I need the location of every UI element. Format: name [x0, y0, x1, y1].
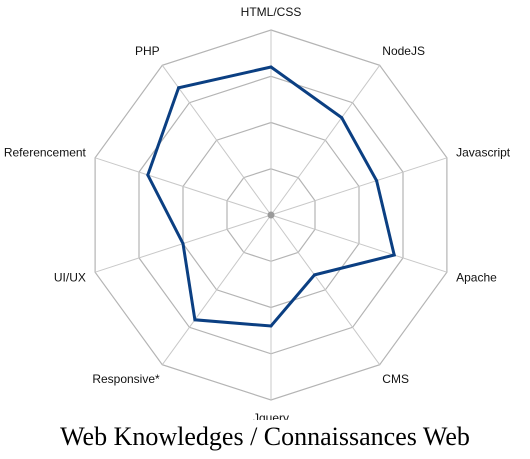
- chart-title: Web Knowledges / Connaissances Web: [60, 422, 470, 451]
- axis-label-cms: CMS: [382, 372, 409, 386]
- data-point-referencement: [146, 173, 150, 177]
- spoke-5: [270, 214, 381, 365]
- center-dot: [267, 211, 275, 219]
- axis-label-ui-ux: UI/UX: [54, 271, 86, 285]
- axis-label-javascript: Javascript: [456, 145, 511, 159]
- axis-label-referencement: Referencement: [4, 145, 87, 159]
- axis-label-php: PHP: [135, 44, 160, 58]
- data-point-apache: [392, 253, 396, 257]
- data-point-nodejs: [340, 116, 344, 120]
- spoke-4: [270, 214, 448, 273]
- axis-label-html-css: HTML/CSS: [241, 5, 302, 19]
- radar-series: [146, 65, 397, 328]
- data-point-responsive: [193, 318, 197, 322]
- axis-label-nodejs: NodeJS: [382, 44, 425, 58]
- spoke-9: [94, 157, 272, 216]
- radar-chart: HTML/CSS NodeJS Javascript Apache CMS Jquery R…: [4, 5, 511, 420]
- data-point-jquery: [269, 324, 273, 328]
- radar-axis-labels: HTML/CSS NodeJS Javascript Apache CMS Jquery R…: [4, 5, 511, 420]
- axis-label-responsive: Responsive*: [92, 372, 160, 386]
- axis-label-jquery: Jquery: [253, 411, 289, 420]
- spoke-7: [161, 214, 272, 365]
- data-point-javascript: [375, 179, 379, 183]
- spoke-10: [161, 65, 272, 216]
- axis-label-apache: Apache: [456, 271, 497, 285]
- radar-grid: [94, 29, 448, 401]
- spoke-3: [270, 157, 448, 216]
- spoke-2: [270, 65, 381, 216]
- data-point-html-css: [269, 65, 273, 69]
- data-point-cms: [313, 273, 316, 277]
- data-point-ui-ux: [181, 242, 185, 246]
- data-point-php: [177, 86, 181, 90]
